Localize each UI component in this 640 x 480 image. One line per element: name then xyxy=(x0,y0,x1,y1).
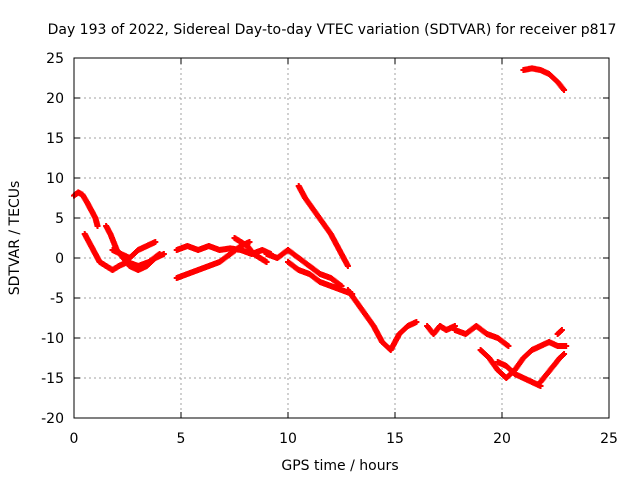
y-tick-label: -10 xyxy=(41,331,64,347)
series-trace xyxy=(72,190,81,198)
series-arc-11 xyxy=(344,287,420,353)
series-arc-13 xyxy=(451,323,512,349)
y-tick-label: 0 xyxy=(55,251,64,267)
series-arc-17 xyxy=(554,327,565,337)
series-arc-16 xyxy=(537,351,568,385)
series-trace xyxy=(337,248,351,268)
data-point xyxy=(344,263,351,269)
series-trace xyxy=(555,328,564,336)
y-tick-label: 25 xyxy=(46,51,64,67)
y-tick-label: -20 xyxy=(41,411,64,427)
series-arc-12 xyxy=(424,323,458,337)
series-trace xyxy=(107,232,120,252)
series-arc-7 xyxy=(231,235,270,265)
series-arc-1 xyxy=(71,189,101,229)
data-point xyxy=(561,87,568,93)
series-arc-15 xyxy=(494,359,544,389)
x-tick-label: 25 xyxy=(600,431,618,447)
x-axis-label: GPS time / hours xyxy=(281,458,398,474)
chart-title: Day 193 of 2022, Sidereal Day-to-day VTE… xyxy=(48,22,617,38)
x-tick-label: 20 xyxy=(493,431,511,447)
data-point xyxy=(94,223,101,229)
data-point xyxy=(152,239,159,245)
plot-frame xyxy=(73,57,610,419)
series-arc-10 xyxy=(295,183,351,269)
series-arc-4 xyxy=(109,239,159,261)
data-point xyxy=(563,343,570,349)
data-points xyxy=(71,65,570,389)
y-tick-label: 5 xyxy=(55,211,64,227)
data-point xyxy=(160,251,167,257)
data-point xyxy=(413,319,420,325)
tick-labels: 0 5 10 15 20 25 25 20 15 10 5 0 -5 -10 -15 -20 xyxy=(41,51,618,447)
series-arc-8 xyxy=(263,247,345,289)
y-tick-label: 10 xyxy=(46,171,64,187)
x-tick-label: 10 xyxy=(279,431,297,447)
data-point xyxy=(246,239,253,245)
series-trace xyxy=(76,190,85,198)
series-arc-18 xyxy=(520,65,568,93)
series-trace xyxy=(371,324,385,344)
series-trace xyxy=(557,352,566,360)
y-axis-label: SDTVAR / TECUs xyxy=(7,181,23,296)
y-tick-label: 20 xyxy=(46,91,64,107)
y-tick-label: -15 xyxy=(41,371,64,387)
data-point xyxy=(561,351,568,357)
data-point xyxy=(505,343,512,349)
series-arc-6 xyxy=(173,239,253,281)
x-tick-label: 15 xyxy=(386,431,404,447)
x-tick-label: 5 xyxy=(177,431,186,447)
series-trace xyxy=(388,332,402,352)
series-arc-14 xyxy=(477,339,570,381)
x-tick-label: 0 xyxy=(70,431,79,447)
grid xyxy=(74,58,609,418)
y-tick-label: -5 xyxy=(50,291,64,307)
series-trace xyxy=(328,232,342,252)
data-point xyxy=(558,327,565,333)
y-tick-label: 15 xyxy=(46,131,64,147)
data-point xyxy=(263,259,270,265)
